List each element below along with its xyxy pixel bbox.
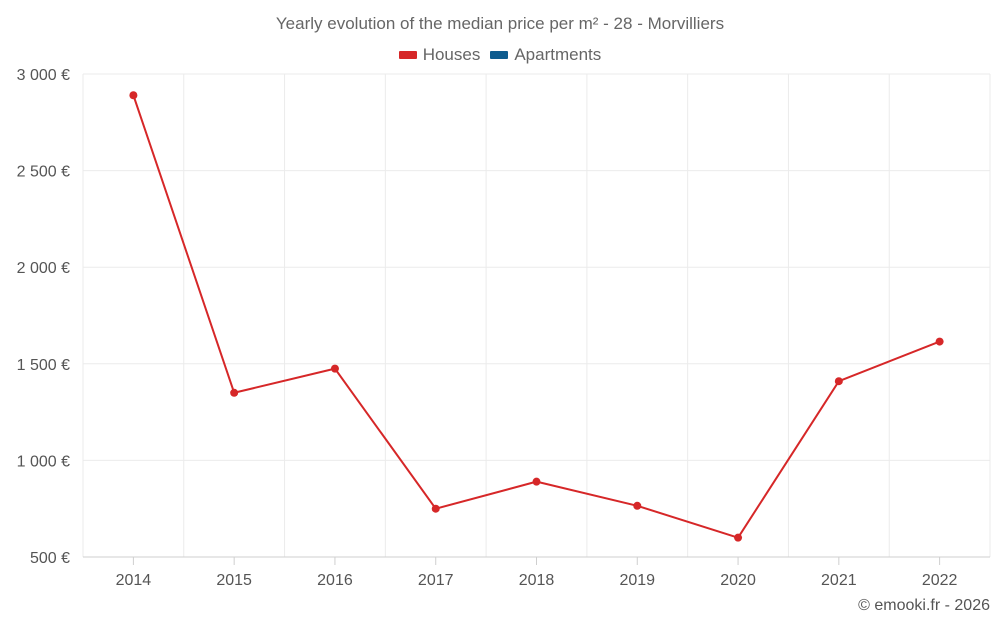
data-point bbox=[633, 501, 642, 510]
y-tick-label: 3 000 € bbox=[17, 67, 70, 84]
legend-swatch-apartments bbox=[490, 51, 509, 59]
data-point bbox=[431, 504, 440, 513]
legend-label-apartments: Apartments bbox=[514, 45, 602, 64]
x-tick-label: 2014 bbox=[116, 572, 152, 589]
legend-item-houses[interactable]: Houses bbox=[398, 45, 481, 65]
data-point bbox=[834, 377, 843, 386]
data-point bbox=[129, 91, 138, 100]
series-line-houses bbox=[132, 94, 940, 539]
x-tick-label: 2015 bbox=[216, 572, 252, 589]
legend-swatch-houses bbox=[398, 51, 417, 59]
y-tick-label: 2 000 € bbox=[17, 260, 70, 277]
x-tick-label: 2021 bbox=[821, 572, 857, 589]
x-tick-label: 2019 bbox=[619, 572, 655, 589]
data-point bbox=[935, 337, 944, 346]
x-tick-label: 2022 bbox=[922, 572, 958, 589]
data-point bbox=[230, 388, 239, 397]
y-tick-label: 2 500 € bbox=[17, 164, 70, 181]
y-tick-label: 500 € bbox=[30, 550, 70, 567]
x-tick-label: 2016 bbox=[317, 572, 353, 589]
chart-title: Yearly evolution of the median price per… bbox=[275, 14, 725, 33]
data-point bbox=[532, 477, 541, 486]
data-point bbox=[330, 364, 339, 373]
x-tick-label: 2020 bbox=[720, 572, 756, 589]
y-tick-label: 1 500 € bbox=[17, 357, 70, 374]
x-tick-label: 2018 bbox=[519, 572, 555, 589]
legend-item-apartments[interactable]: Apartments bbox=[490, 45, 601, 65]
data-point bbox=[734, 533, 743, 542]
legend-label-houses: Houses bbox=[422, 45, 481, 64]
chart-legend: Houses Apartments bbox=[0, 45, 1000, 65]
y-tick-label: 1 000 € bbox=[17, 453, 70, 470]
x-tick-label: 2017 bbox=[418, 572, 454, 589]
copyright-watermark: © emooki.fr - 2026 bbox=[858, 597, 990, 614]
